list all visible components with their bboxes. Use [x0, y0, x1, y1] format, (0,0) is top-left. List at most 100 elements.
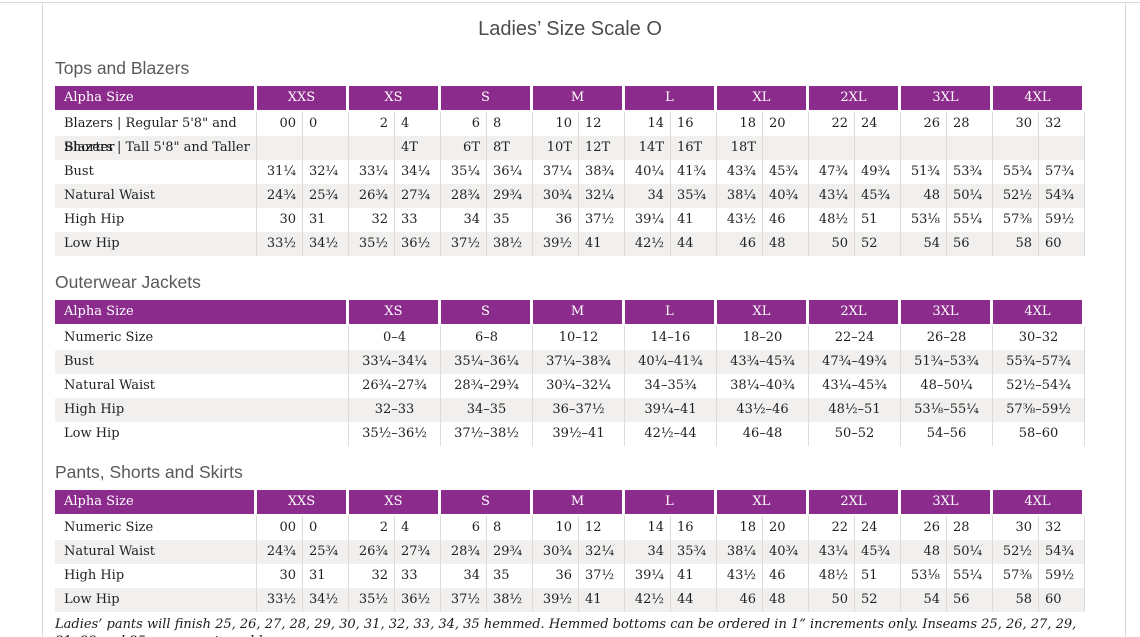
size-cell: 6: [441, 516, 487, 540]
size-cell: 34–35¾: [625, 374, 717, 398]
size-cell: 8: [487, 112, 533, 136]
size-cell: 43¼: [809, 540, 855, 564]
table-header-row: Alpha Size XXS XS S M L XL 2XL 3XL 4XL: [55, 86, 1085, 110]
row-label: High Hip: [55, 398, 349, 422]
size-cell: 43¼–45¾: [809, 374, 901, 398]
size-header-cell: 3XL: [901, 86, 993, 110]
section-title: Pants, Shorts and Skirts: [55, 462, 243, 482]
size-cell: 24¾: [257, 184, 303, 208]
size-cell: 35½: [349, 588, 395, 612]
size-cell: 14: [625, 516, 671, 540]
size-cell: 55¼: [947, 208, 993, 232]
size-cell: 30: [257, 564, 303, 588]
size-cell: 32: [349, 208, 395, 232]
table-row: Numeric Size 0–4 6–8 10–12 14–16 18–20 22–24 26…: [55, 326, 1085, 350]
alpha-size-header-cell: Alpha Size: [55, 490, 257, 514]
size-header-cell: XS: [349, 86, 441, 110]
size-cell: 00: [257, 112, 303, 136]
size-cell: 35: [487, 208, 533, 232]
size-cell: 48: [901, 184, 947, 208]
size-cell: 26¾: [349, 540, 395, 564]
size-cell: 54: [901, 588, 947, 612]
size-cell: 43¼: [809, 184, 855, 208]
size-cell: 45¾: [763, 160, 809, 184]
size-cell: 57⅜: [993, 208, 1039, 232]
size-cell: 50¼: [947, 540, 993, 564]
size-cell: 39¼: [625, 564, 671, 588]
size-header-cell: 2XL: [809, 490, 901, 514]
row-label: Natural Waist: [55, 540, 257, 564]
row-label: Natural Waist: [55, 374, 349, 398]
size-cell: 48: [763, 588, 809, 612]
size-cell: 36¼: [487, 160, 533, 184]
table-row: Natural Waist 24¾ 25¾ 26¾ 27¾ 28¾ 29¾ 30¾ 32¼ 34 3…: [55, 184, 1085, 208]
size-cell: 44: [671, 588, 717, 612]
size-cell: 14T: [625, 136, 671, 160]
size-cell: 31: [303, 208, 349, 232]
size-cell: 26¾: [349, 184, 395, 208]
size-cell: 34: [625, 184, 671, 208]
size-cell: 30–32: [993, 326, 1085, 350]
size-cell: 34: [441, 208, 487, 232]
size-cell: 16: [671, 112, 717, 136]
size-cell: 36: [533, 208, 579, 232]
size-cell: 32: [1039, 112, 1085, 136]
table-section: Pants, Shorts and Skirts Alpha Size XXS XS S…: [55, 461, 1085, 612]
size-cell: 53⅛–55¼: [901, 398, 993, 422]
size-cell: 30¾: [533, 184, 579, 208]
size-cell: 53⅛: [901, 208, 947, 232]
row-label: Blazers | Regular 5'8" and Shorter: [55, 112, 257, 155]
size-cell: 33½: [257, 588, 303, 612]
footnote: Ladies’ pants will finish 25, 26, 27, 28…: [55, 617, 1077, 637]
row-label: Low Hip: [55, 232, 257, 256]
size-cell: 38½: [487, 588, 533, 612]
size-cell: 38¼: [717, 184, 763, 208]
size-cell: 56: [947, 588, 993, 612]
size-header-cell: L: [625, 86, 717, 110]
size-cell: 52: [855, 232, 901, 256]
size-cell: 57¾: [1039, 160, 1085, 184]
size-cell: 35½: [349, 232, 395, 256]
size-header-cell: 2XL: [809, 86, 901, 110]
table-row: Low Hip 35½–36½ 37½–38½ 39½–41 42½–44 46–48 50…: [55, 422, 1085, 446]
size-cell: [763, 136, 809, 160]
size-header-cell: 3XL: [901, 300, 993, 324]
size-cell: 50¼: [947, 184, 993, 208]
size-cell: 6T: [441, 136, 487, 160]
size-header-cell: XL: [717, 300, 809, 324]
size-cell: 18–20: [717, 326, 809, 350]
size-cell: 41: [579, 588, 625, 612]
size-cell: 41: [671, 208, 717, 232]
size-cell: 30: [993, 112, 1039, 136]
size-header-cell: XXS: [257, 86, 349, 110]
size-cell: 38½: [487, 232, 533, 256]
size-cell: 39½: [533, 588, 579, 612]
row-label: Numeric Size: [55, 516, 257, 540]
size-cell: 49¾: [855, 160, 901, 184]
size-cell: 35¾: [671, 184, 717, 208]
size-cell: 58–60: [993, 422, 1085, 446]
size-cell: 50: [809, 588, 855, 612]
size-cell: 46: [717, 588, 763, 612]
size-cell: 42½: [625, 588, 671, 612]
size-cell: 18: [717, 516, 763, 540]
size-header-cell: 2XL: [809, 300, 901, 324]
size-cell: 37½: [579, 208, 625, 232]
size-header-cell: XL: [717, 490, 809, 514]
size-cell: 39½–41: [533, 422, 625, 446]
page-title: Ladies’ Size Scale O: [478, 18, 662, 40]
size-header-cell: XXS: [257, 490, 349, 514]
size-cell: 28¾: [441, 184, 487, 208]
size-cell: 31¼: [257, 160, 303, 184]
table-header-row: Alpha Size XS S M L XL 2XL 3XL 4XL: [55, 300, 1085, 324]
size-cell: 24: [855, 112, 901, 136]
size-cell: 26: [901, 516, 947, 540]
size-cell: 59½: [1039, 564, 1085, 588]
section-title: Outerwear Jackets: [55, 272, 201, 292]
size-cell: 32: [1039, 516, 1085, 540]
page-edge-right: [1125, 2, 1126, 637]
size-cell: 30: [257, 208, 303, 232]
size-cell: 34½: [303, 232, 349, 256]
size-cell: 4T: [395, 136, 441, 160]
size-cell: [257, 136, 303, 160]
